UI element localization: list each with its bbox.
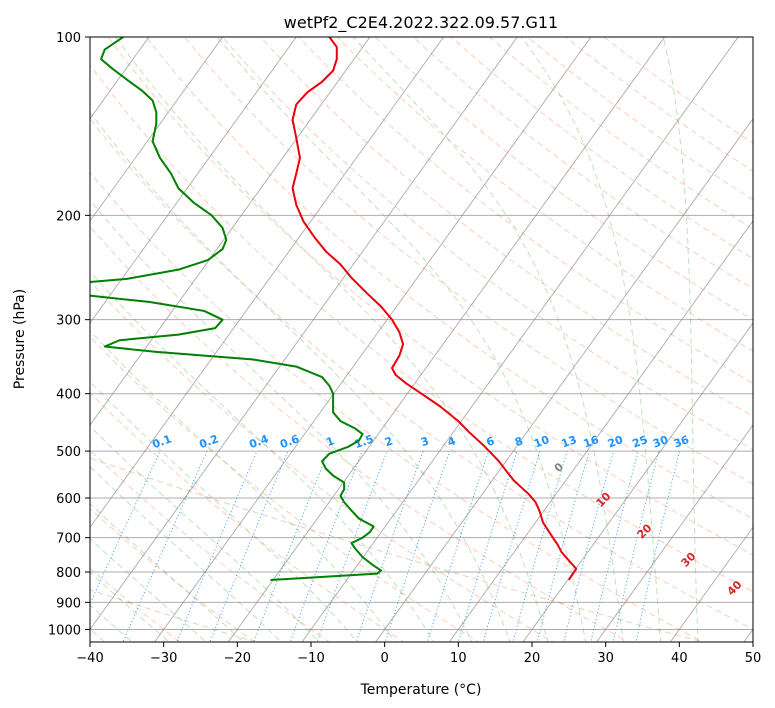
isotherm <box>90 37 297 324</box>
moist-adiabat <box>90 380 358 642</box>
x-tick-label: 20 <box>524 651 541 666</box>
mixing-ratio-label: 25 <box>631 433 650 450</box>
isotherm <box>90 37 445 529</box>
mixing-ratio-label: 30 <box>651 433 670 451</box>
x-tick-label: 10 <box>450 651 467 666</box>
isotherm <box>595 424 753 642</box>
pressure-gridlines <box>90 37 753 630</box>
y-tick-label: 1000 <box>48 623 81 638</box>
x-tick-label: 40 <box>671 651 688 666</box>
mixing-ratio-label: 10 <box>532 433 551 451</box>
y-tick-label: 700 <box>56 532 81 547</box>
chart-title: wetPf2_C2E4.2022.322.09.57.G11 <box>284 13 558 33</box>
dry-adiabat <box>90 117 753 631</box>
mixing-ratio-label: 4 <box>446 434 458 449</box>
dry-adiabat <box>90 64 753 593</box>
y-tick-label: 100 <box>56 31 81 46</box>
dry-adiabat <box>412 37 753 290</box>
mixing-ratio-label: 36 <box>672 433 691 451</box>
dry-adiabat <box>90 449 331 642</box>
mixing-ratio-label: 0.4 <box>247 432 270 451</box>
dry-adiabat <box>90 335 480 642</box>
mixing-ratio-label: 0.2 <box>197 432 220 451</box>
y-tick-label: 200 <box>56 209 81 224</box>
background-curve <box>90 457 705 642</box>
moist-adiabat <box>90 538 207 642</box>
isotherm <box>227 37 666 642</box>
y-tick-label: 900 <box>56 596 81 611</box>
isotherm <box>90 37 518 631</box>
mixing-ratio-label: 0.6 <box>278 432 301 451</box>
plot-frame <box>89 36 754 643</box>
x-tick-label: 0 <box>381 651 389 666</box>
y-tick-label: 300 <box>56 314 81 329</box>
dry-adiabat <box>183 37 753 485</box>
dry-adiabat <box>336 37 753 352</box>
dry-adiabat <box>374 37 753 321</box>
y-tick-label: 600 <box>56 492 81 507</box>
mixing-ratio-label: 13 <box>560 433 579 450</box>
y-tick-label: 500 <box>56 445 81 460</box>
plot-area: -100-90-80-70-60-50-40-30-20-10102030400… <box>90 37 753 642</box>
background-curves <box>90 457 705 642</box>
dry-adiabat <box>450 37 753 260</box>
y-tick-label: 400 <box>56 388 81 403</box>
mixing-ratio-label: 0.1 <box>151 432 174 451</box>
y-axis: 100 200 300 400 500 600 700 800 900 1000 <box>48 31 90 638</box>
x-tick-label: −20 <box>224 651 251 666</box>
dry-adiabat <box>90 280 555 642</box>
mixing-ratio-label: 3 <box>419 434 431 449</box>
dry-adiabat <box>488 37 753 230</box>
mixing-ratio-label: 1.5 <box>353 432 376 451</box>
moist-adiabat <box>662 37 699 642</box>
data-series <box>90 37 578 581</box>
dewpoint-line <box>90 37 382 581</box>
x-axis-label: Temperature (°C) <box>360 682 482 698</box>
mixing-ratio-label: 1 <box>324 434 336 449</box>
x-axis: −40 −30 −20 −10 0 10 20 30 40 50 <box>76 642 761 666</box>
isotherm <box>669 526 753 642</box>
isotherm <box>301 37 739 642</box>
dry-adiabat <box>603 37 753 144</box>
dry-adiabat <box>107 37 753 556</box>
mixing-ratio-label: 6 <box>485 434 497 449</box>
moist-adiabat <box>521 37 662 642</box>
moist-adiabat <box>90 571 170 642</box>
moist-adiabat <box>352 37 624 642</box>
y-tick-label: 800 <box>56 566 81 581</box>
isotherm <box>153 37 592 642</box>
y-axis-label: Pressure (hPa) <box>12 289 28 389</box>
dry-adiabat <box>260 37 753 417</box>
x-tick-label: 50 <box>745 651 762 666</box>
mixing-ratio-label: 8 <box>513 434 525 449</box>
mixing-ratio-label: 20 <box>606 433 625 451</box>
moist-adiabat <box>90 604 133 642</box>
dry-adiabat <box>526 37 753 201</box>
x-tick-label: −30 <box>150 651 177 666</box>
isotherm <box>90 37 224 222</box>
x-tick-label: −40 <box>76 651 103 666</box>
dry-adiabat <box>145 37 753 520</box>
moist-adiabat <box>90 503 245 642</box>
dry-adiabat <box>90 507 256 642</box>
x-tick-label: 30 <box>597 651 614 666</box>
temperature-line <box>291 37 578 581</box>
dry-adiabat <box>221 37 753 451</box>
isotherm <box>522 322 753 642</box>
x-tick-label: −10 <box>297 651 324 666</box>
mixing-ratio-label: 2 <box>383 434 395 449</box>
isotherm <box>448 220 753 642</box>
mixing-ratio-label: 16 <box>582 433 601 451</box>
